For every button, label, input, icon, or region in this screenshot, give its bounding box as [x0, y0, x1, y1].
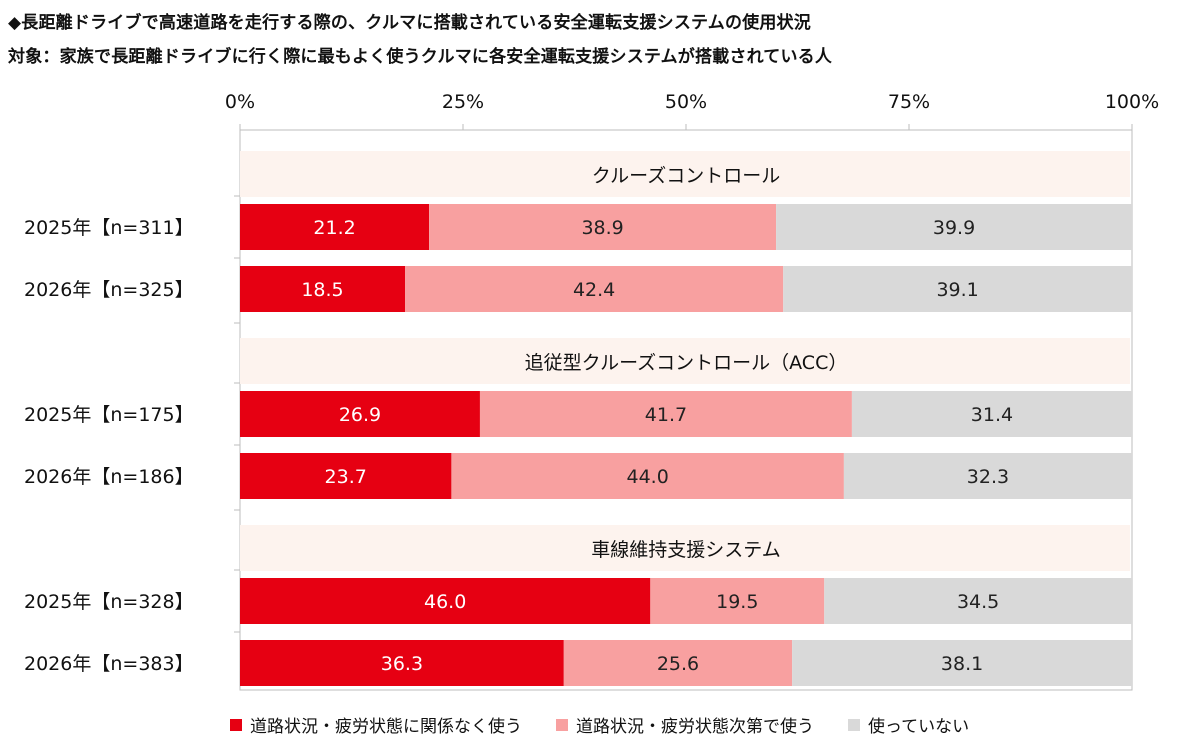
data-label: 34.5: [957, 591, 999, 613]
row-label: 2025年【n=328】: [24, 591, 194, 613]
legend-item-conditional: 道路状況・疲労状態次第で使う: [556, 712, 814, 737]
chart-title: ◆長距離ドライブで高速道路を走行する際の、クルマに搭載されている安全運転支援シス…: [8, 13, 811, 33]
bar-segment: [240, 266, 406, 312]
bar-segment: [429, 204, 777, 250]
data-label: 39.1: [936, 279, 978, 301]
row-label: 2025年【n=311】: [24, 217, 194, 239]
bar-segment: [240, 391, 480, 437]
axis-tick-label: 25%: [442, 91, 484, 113]
axis-tick-label: 100%: [1105, 91, 1159, 113]
data-label: 32.3: [967, 466, 1009, 488]
row-label: 2026年【n=325】: [24, 279, 194, 301]
bar-segment: [479, 391, 852, 437]
legend-swatch-conditional: [556, 718, 568, 731]
bar-segment: [240, 453, 452, 499]
chart-subtitle: 対象：家族で長距離ドライブに行く際に最もよく使うクルマに各安全運転支援システムが…: [8, 47, 833, 67]
bar-segment: [240, 578, 651, 624]
data-label: 18.5: [301, 279, 343, 301]
data-label: 36.3: [381, 653, 423, 675]
bar-segment: [851, 391, 1132, 437]
data-label: 25.6: [657, 653, 699, 675]
legend-swatch-not-used: [848, 718, 860, 731]
axis-tick-label: 75%: [888, 91, 930, 113]
legend-label-not-used: 使っていない: [868, 717, 970, 737]
group-label: クルーズコントロール: [592, 165, 780, 187]
bar-segment: [405, 266, 784, 312]
data-label: 21.2: [313, 217, 355, 239]
bar-segment: [843, 453, 1132, 499]
data-label: 19.5: [716, 591, 758, 613]
data-label: 41.7: [645, 404, 687, 426]
bar-segment: [776, 204, 1132, 250]
data-label: 44.0: [626, 466, 668, 488]
chart-legend: 道路状況・疲労状態に関係なく使う 道路状況・疲労状態次第で使う 使っていない: [230, 712, 969, 737]
legend-item-always: 道路状況・疲労状態に関係なく使う: [230, 712, 522, 737]
group-label: 車線維持支援システム: [591, 539, 780, 561]
data-label: 39.9: [933, 217, 975, 239]
bar-segment: [824, 578, 1132, 624]
bar-segment: [240, 204, 430, 250]
data-label: 38.1: [941, 653, 983, 675]
legend-label-conditional: 道路状況・疲労状態次第で使う: [576, 717, 814, 737]
group-band: [240, 151, 1130, 197]
data-label: 42.4: [573, 279, 615, 301]
legend-swatch-always: [230, 718, 242, 731]
group-band: [240, 525, 1130, 571]
axis-tick-label: 50%: [665, 91, 707, 113]
bar-segment: [451, 453, 844, 499]
data-label: 31.4: [971, 404, 1013, 426]
data-label: 46.0: [424, 591, 466, 613]
bar-segment: [563, 640, 793, 686]
axis-tick-label: 0%: [225, 91, 255, 113]
legend-item-not-used: 使っていない: [848, 712, 969, 737]
bar-segment: [783, 266, 1132, 312]
row-label: 2026年【n=383】: [24, 653, 194, 675]
group-band: [240, 338, 1130, 384]
data-label: 23.7: [325, 466, 367, 488]
bar-segment: [650, 578, 825, 624]
group-label: 追従型クルーズコントロール（ACC）: [525, 352, 848, 374]
legend-label-always: 道路状況・疲労状態に関係なく使う: [250, 717, 522, 737]
bar-segment: [792, 640, 1132, 686]
row-label: 2026年【n=186】: [24, 466, 194, 488]
data-label: 38.9: [581, 217, 623, 239]
row-label: 2025年【n=175】: [24, 404, 194, 426]
data-label: 26.9: [339, 404, 381, 426]
bar-segment: [240, 640, 564, 686]
